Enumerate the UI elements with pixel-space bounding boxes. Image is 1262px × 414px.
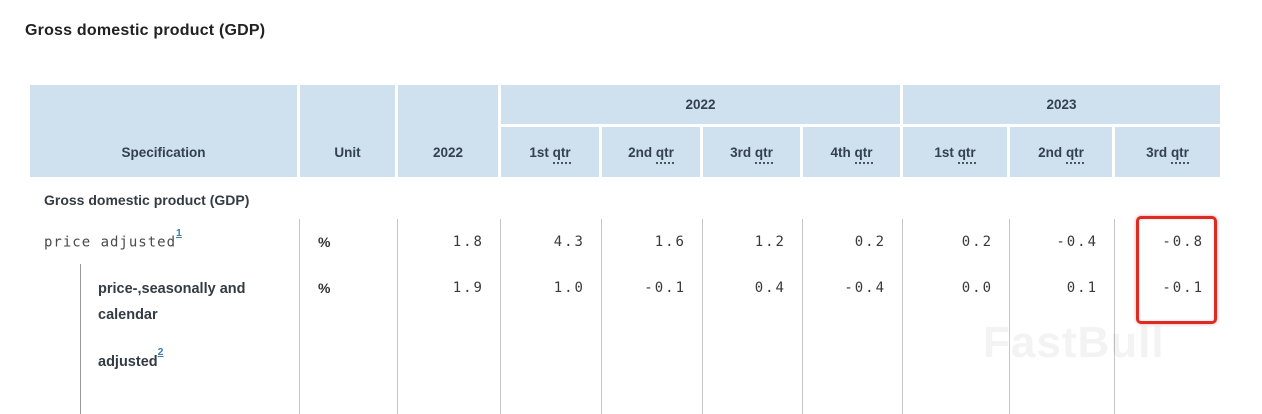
cell-q1-2023: 0.2 [903, 219, 1011, 264]
quarter-abbr[interactable]: qtr [1065, 144, 1084, 164]
header-q2-2023: 2nd qtr [1010, 127, 1116, 177]
cell-q1-2022: 1.0 [501, 264, 602, 414]
cell-q2-2023: -0.4 [1010, 219, 1116, 264]
cell-q2-2022: -0.1 [602, 264, 703, 414]
indent-block: price-,seasonally and calendar adjusted2 [80, 264, 299, 414]
footnote-1-link[interactable]: 1 [176, 227, 182, 240]
row-label-text: adjusted [98, 354, 158, 371]
cell-q2-2022: 1.6 [602, 219, 703, 264]
quarter-abbr[interactable]: qtr [552, 144, 571, 164]
table-row-price-adjusted: price adjusted1 % 1.8 4.3 1.6 1.2 0.2 0.… [30, 219, 1220, 264]
cell-2022-annual: 1.8 [398, 219, 501, 264]
header-q1-2022: 1st qtr [501, 127, 602, 177]
header-annual-2022: 2022 [398, 85, 501, 177]
row-label-line1: price-,seasonally and calendar [98, 281, 246, 324]
quarter-prefix: 4th [830, 144, 851, 160]
quarter-prefix: 3rd [730, 144, 752, 160]
cell-q3-2022: 0.4 [703, 264, 803, 414]
quarter-abbr[interactable]: qtr [957, 144, 976, 164]
header-specification: Specification [30, 85, 300, 177]
header-quarter-row: 1st qtr 2nd qtr 3rd qtr 4th qtr 1st qtr … [30, 127, 1221, 177]
unit-cell: % [300, 219, 398, 264]
table-section-row: Gross domestic product (GDP) [30, 177, 1220, 219]
footnote-2-link[interactable]: 2 [157, 346, 164, 359]
unit-cell: % [300, 264, 398, 414]
header-year-row: Specification Unit 2022 2022 2023 [30, 85, 1221, 177]
page-title: Gross domestic product (GDP) [25, 22, 266, 39]
quarter-abbr[interactable]: qtr [655, 144, 674, 164]
header-q3-2023: 3rd qtr [1115, 127, 1221, 177]
quarter-abbr[interactable]: qtr [754, 144, 773, 164]
quarter-abbr[interactable]: qtr [854, 144, 873, 164]
quarter-prefix: 1st [529, 144, 549, 160]
header-unit: Unit [300, 85, 398, 177]
section-label: Gross domestic product (GDP) [44, 192, 250, 208]
row-label-seasonally-adjusted: price-,seasonally and calendar adjusted2 [30, 264, 300, 414]
cell-q3-2022: 1.2 [703, 219, 803, 264]
header-year-2023: 2023 [903, 85, 1221, 127]
header-q1-2023: 1st qtr [903, 127, 1011, 177]
header-year-2022: 2022 [501, 85, 904, 127]
header-q4-2022: 4th qtr [803, 127, 904, 177]
quarter-prefix: 2nd [1038, 144, 1063, 160]
row-label-price-adjusted: price adjusted1 [30, 219, 300, 264]
cell-q3-2023: -0.1 [1162, 280, 1205, 296]
cell-q1-2023: 0.0 [903, 264, 1011, 414]
gdp-table-container: Specification Unit 2022 2022 2023 1st qt… [30, 85, 1221, 414]
quarter-prefix: 2nd [628, 144, 653, 160]
quarter-abbr[interactable]: qtr [1170, 144, 1189, 164]
gdp-table: Specification Unit 2022 2022 2023 1st qt… [30, 85, 1221, 414]
cell-q2-2023: 0.1 [1010, 264, 1116, 414]
header-q2-2022: 2nd qtr [602, 127, 703, 177]
cell-q4-2022: 0.2 [803, 219, 904, 264]
header-q3-2022: 3rd qtr [703, 127, 803, 177]
cell-2022-annual: 1.9 [398, 264, 501, 414]
row-label-text: price adjusted [44, 234, 177, 251]
quarter-prefix: 3rd [1146, 144, 1168, 160]
cell-q1-2022: 4.3 [501, 219, 602, 264]
table-row-seasonally-adjusted: price-,seasonally and calendar adjusted2… [30, 264, 1220, 414]
row-label-line2: adjusted2 [98, 346, 274, 375]
quarter-prefix: 1st [934, 144, 954, 160]
cell-q4-2022: -0.4 [803, 264, 904, 414]
cell-q3-2023: -0.8 [1162, 233, 1205, 250]
